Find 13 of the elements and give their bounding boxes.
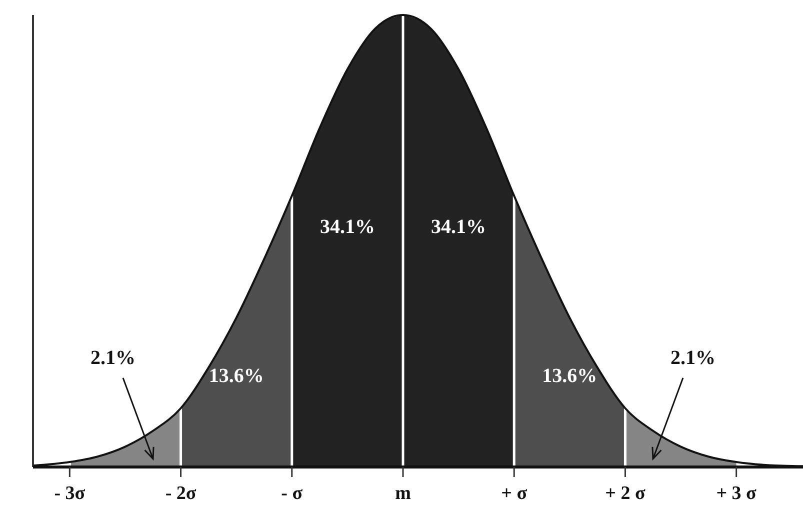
annotation: 2.1% [90, 346, 136, 369]
x-tick-label: + 3 σ [716, 483, 758, 504]
x-tick-label: m [395, 483, 412, 504]
x-tick-label: + σ [501, 483, 528, 504]
x-tick-label: + 2 σ [605, 483, 646, 504]
x-tick-label: - 3σ [54, 483, 86, 504]
annotation: 2.1% [670, 346, 716, 369]
annotation: 34.1% [431, 216, 486, 238]
x-tick-label: - σ [281, 483, 304, 504]
annotation: 13.6% [208, 365, 264, 388]
x-tick-label: - 2σ [165, 483, 197, 504]
annotation: 34.1% [320, 216, 375, 238]
annotation: 13.6% [542, 365, 598, 388]
